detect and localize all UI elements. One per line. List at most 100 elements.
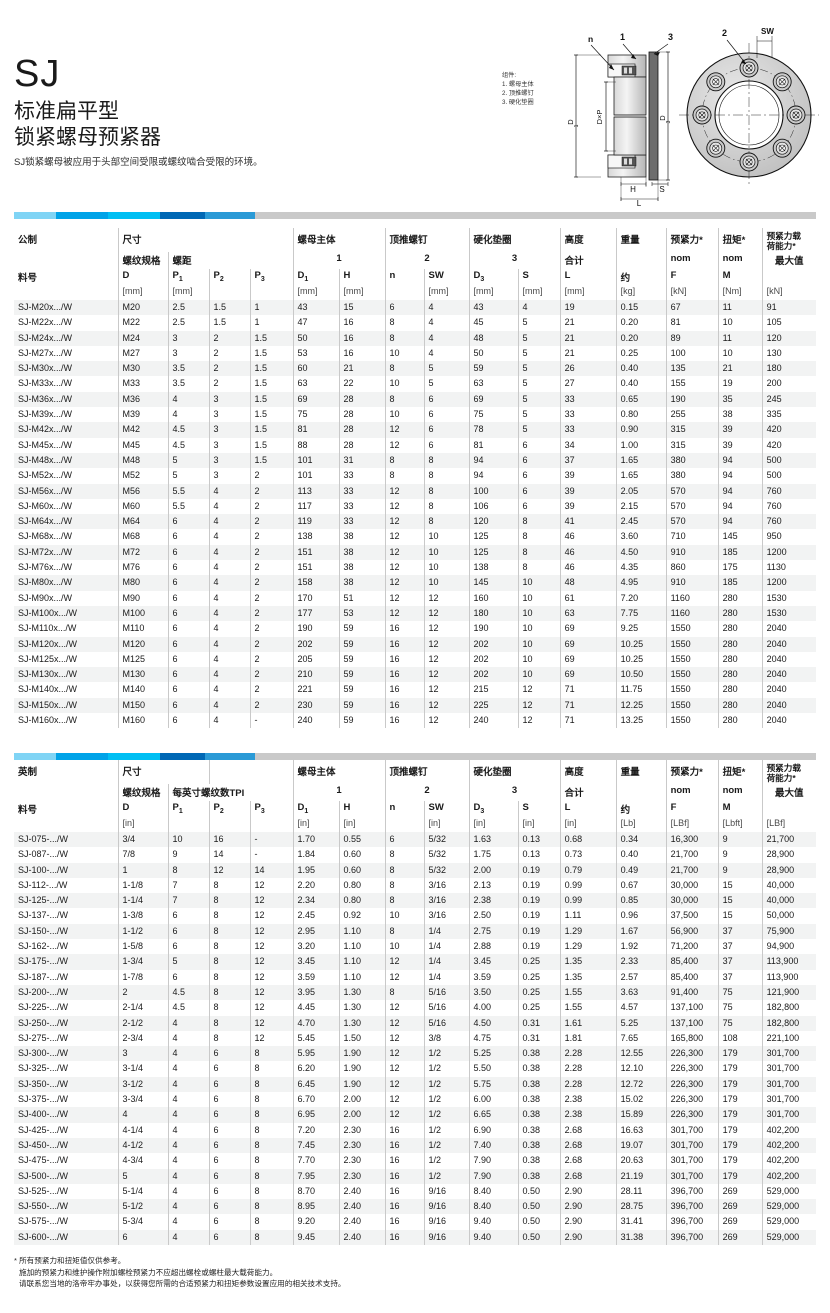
- unit-P1: [168, 817, 210, 832]
- table-row[interactable]: SJ-M22x.../W M22 2.5 1.5 1 47 16 8 4 45 5 21 0.20 81 1…: [14, 315, 817, 331]
- table-row[interactable]: SJ-M52x.../W M52 5 3 2 101 33 8 8 94 6 39 1.65 380 94 5…: [14, 468, 817, 484]
- table-row[interactable]: SJ-M150x.../W M150 6 4 2 230 59 16 12 225 12 71 12.2…: [14, 697, 817, 714]
- table-row[interactable]: SJ-075-.../W 3/4 10 16-1.70 0.55 6 5/32 1.63 0.1…: [14, 832, 817, 848]
- table-cell: 8: [424, 468, 470, 484]
- table-cell: 2.5: [168, 315, 210, 331]
- table-cell: 12: [385, 560, 425, 576]
- table-cell: SJ-125-.../W: [14, 893, 119, 909]
- table-cell: 6: [209, 1199, 251, 1215]
- table-row[interactable]: SJ-575-.../W 5-3/4 4 6 8 9.20 2.40 16 9/16 9.40 0.…: [14, 1214, 817, 1230]
- table-row[interactable]: SJ-M30x.../W M30 3.5 2 1.5 60 21 8 5 59 5 26 0.40 135…: [14, 361, 817, 377]
- table-row[interactable]: SJ-400-.../W 4 4 6 8 6.95 2.00 12 1/2 6.65 0.38 2.3…: [14, 1107, 817, 1123]
- table-row[interactable]: SJ-162-.../W 1-5/8 6 8 12 3.20 1.10 10 1/4 2.88 0.…: [14, 939, 817, 955]
- table-cell: 6: [168, 605, 210, 622]
- table-cell: 269: [718, 1214, 763, 1230]
- table-row[interactable]: SJ-275-.../W 2-3/4 4 8 12 5.45 1.50 12 3/8 4.75 0.…: [14, 1030, 817, 1047]
- table-row[interactable]: SJ-M64x.../W M64 6 4 2 119 33 12 8 120 8 41 2.45 570 9…: [14, 514, 817, 530]
- table-row[interactable]: SJ-112-.../W 1-1/8 7 8 12 2.20 0.80 8 3/16 2.13 0.…: [14, 877, 817, 894]
- table-row[interactable]: SJ-M90x.../W M90 6 4 2 170 51 12 12 160 10 61 7.20 11…: [14, 590, 817, 606]
- sub-washer-num: 3: [469, 784, 561, 801]
- header-row-sub: 螺纹规格 螺距 1 2 3 合计 nom nom 最大值: [14, 252, 817, 269]
- table-row[interactable]: SJ-125-.../W 1-1/4 7 8 12 2.34 0.80 8 3/16 2.38 0.…: [14, 893, 817, 909]
- table-row[interactable]: SJ-250-.../W 2-1/2 4 8 12 4.70 1.30 12 5/16 4.50 0…: [14, 1015, 817, 1031]
- table-row[interactable]: SJ-M76x.../W M76 6 4 2 151 38 12 10 138 8 46 4.35 860…: [14, 560, 817, 576]
- table-cell: 81: [293, 422, 340, 438]
- table-row[interactable]: SJ-100-.../W 1 8 12 14 1.95 0.60 8 5/32 2.00 0.19 0…: [14, 862, 817, 878]
- unit-F: [LBf]: [666, 817, 719, 832]
- table-row[interactable]: SJ-425-.../W 4-1/4 4 6 8 7.20 2.30 16 1/2 6.90 0.3…: [14, 1122, 817, 1138]
- table-cell: 4: [168, 391, 210, 408]
- table-cell: 94: [469, 468, 519, 484]
- table-cell: 117: [293, 498, 340, 515]
- table-row[interactable]: SJ-187-.../W 1-7/8 6 8 12 3.59 1.10 12 1/4 3.59 0.…: [14, 969, 817, 985]
- table-row[interactable]: SJ-600-.../W 6 4 6 8 9.45 2.40 16 9/16 9.40 0.50 2.…: [14, 1229, 817, 1246]
- table-row[interactable]: SJ-300-.../W 3 4 6 8 5.95 1.90 12 1/2 5.25 0.38 2.2…: [14, 1046, 817, 1062]
- table-row[interactable]: SJ-200-.../W 2 4.5 8 12 3.95 1.30 8 5/16 3.50 0.25…: [14, 984, 817, 1001]
- table-row[interactable]: SJ-M24x.../W M24 3 2 1.5 50 16 8 4 48 5 21 0.20 89 11 1…: [14, 330, 817, 346]
- table-row[interactable]: SJ-M42x.../W M42 4.5 3 1.5 81 28 12 6 78 5 33 0.90 31…: [14, 422, 817, 438]
- table-row[interactable]: SJ-M72x.../W M72 6 4 2 151 38 12 10 125 8 46 4.50 910…: [14, 544, 817, 561]
- table-row[interactable]: SJ-M48x.../W M48 5 3 1.5 101 31 8 8 94 6 37 1.65 380 9…: [14, 452, 817, 469]
- table-cell: 2.30: [339, 1168, 386, 1184]
- table-row[interactable]: SJ-M68x.../W M68 6 4 2 138 38 12 10 125 8 46 3.60 710…: [14, 529, 817, 545]
- table-row[interactable]: SJ-M60x.../W M60 5.5 4 2 117 33 12 8 106 6 39 2.15 57…: [14, 498, 817, 515]
- table-row[interactable]: SJ-525-.../W 5-1/4 4 6 8 8.70 2.40 16 9/16 8.40 0.…: [14, 1183, 817, 1200]
- table-row[interactable]: SJ-M36x.../W M36 4 3 1.5 69 28 8 6 69 5 33 0.65 190 35…: [14, 391, 817, 408]
- table-row[interactable]: SJ-M39x.../W M39 4 3 1.5 75 28 10 6 75 5 33 0.80 255 3…: [14, 407, 817, 423]
- color-bar-segment: [56, 753, 108, 760]
- table-cell: 91,400: [666, 984, 719, 1001]
- table-row[interactable]: SJ-550-.../W 5-1/2 4 6 8 8.95 2.40 16 9/16 8.40 0.…: [14, 1199, 817, 1215]
- table-row[interactable]: SJ-M100x.../W M100 6 4 2 177 53 12 12 180 10 63 7.75…: [14, 605, 817, 622]
- table-cell: 4.00: [469, 1000, 519, 1016]
- accent-color-bar-imperial: [14, 753, 816, 760]
- table-cell: 2.15: [616, 498, 667, 515]
- table-cell: 6: [518, 468, 561, 484]
- table-row[interactable]: SJ-350-.../W 3-1/2 4 6 8 6.45 1.90 12 1/2 5.75 0.3…: [14, 1076, 817, 1093]
- table-cell: 69: [560, 651, 617, 668]
- table-row[interactable]: SJ-325-.../W 3-1/4 4 6 8 6.20 1.90 12 1/2 5.50 0.3…: [14, 1061, 817, 1077]
- table-cell: 6.45: [293, 1076, 340, 1093]
- table-row[interactable]: SJ-450-.../W 4-1/2 4 6 8 7.45 2.30 16 1/2 7.40 0.3…: [14, 1137, 817, 1154]
- table-row[interactable]: SJ-M125x.../W M125 6 4 2 205 59 16 12 202 10 69 10.2…: [14, 651, 817, 668]
- table-row[interactable]: SJ-087-.../W 7/8 9 14-1.84 0.60 8 5/32 1.75 0.13…: [14, 847, 817, 863]
- table-row[interactable]: SJ-M130x.../W M130 6 4 2 210 59 16 12 202 10 69 10.5…: [14, 667, 817, 683]
- table-cell: SJ-M130x.../W: [14, 667, 119, 683]
- table-cell: SJ-075-.../W: [14, 832, 119, 848]
- table-row[interactable]: SJ-M120x.../W M120 6 4 2 202 59 16 12 202 10 69 10.2…: [14, 636, 817, 652]
- table-cell: 69: [469, 391, 519, 408]
- table-row[interactable]: SJ-M27x.../W M27 3 2 1.5 53 16 10 4 50 5 21 0.25 100 1…: [14, 345, 817, 362]
- table-row[interactable]: SJ-175-.../W 1-3/4 5 8 12 3.45 1.10 12 1/4 3.45 0.…: [14, 954, 817, 970]
- table-cell: 8.70: [293, 1183, 340, 1200]
- table-cell: SJ-325-.../W: [14, 1061, 119, 1077]
- svg-text:D: D: [566, 119, 575, 125]
- table-row[interactable]: SJ-137-.../W 1-3/8 6 8 12 2.45 0.92 10 3/16 2.50 0…: [14, 908, 817, 924]
- table-row[interactable]: SJ-M33x.../W M33 3.5 2 1.5 63 22 10 5 63 5 27 0.40 15…: [14, 376, 817, 392]
- table-cell: 2.38: [560, 1092, 617, 1108]
- sym-P3: P3: [250, 269, 294, 285]
- table-cell: 2: [118, 984, 169, 1001]
- table-row[interactable]: SJ-M56x.../W M56 5.5 4 2 113 33 12 8 100 6 39 2.05 57…: [14, 483, 817, 499]
- table-row[interactable]: SJ-150-.../W 1-1/2 6 8 12 2.95 1.10 8 1/4 2.75 0.1…: [14, 923, 817, 940]
- table-cell: 6: [518, 452, 561, 469]
- table-row[interactable]: SJ-M80x.../W M80 6 4 2 158 38 12 10 145 10 48 4.95 91…: [14, 575, 817, 591]
- table-cell: 5: [424, 376, 470, 392]
- unit-D3: [mm]: [469, 285, 519, 300]
- table-cell: 12: [385, 1107, 425, 1123]
- table-cell: 12: [385, 1000, 425, 1016]
- table-row[interactable]: SJ-475-.../W 4-3/4 4 6 8 7.70 2.30 16 1/2 7.90 0.3…: [14, 1153, 817, 1169]
- table-cell: 500: [766, 454, 782, 465]
- table-row[interactable]: SJ-225-.../W 2-1/4 4.5 8 12 4.45 1.30 12 5/16 4.0…: [14, 1000, 817, 1016]
- table-row[interactable]: SJ-375-.../W 3-3/4 4 6 8 6.70 2.00 12 1/2 6.00 0.3…: [14, 1092, 817, 1108]
- table-row[interactable]: SJ-M45x.../W M45 4.5 3 1.5 88 28 12 6 81 6 34 1.00 31…: [14, 437, 817, 453]
- table-row[interactable]: SJ-500-.../W 5 4 6 8 7.95 2.30 16 1/2 7.90 0.38 2.6…: [14, 1168, 817, 1184]
- table-row[interactable]: SJ-M160x.../W M160 6 4-240 59 16 12 240 12 71 13.2…: [14, 713, 817, 729]
- table-cell: 14: [209, 847, 251, 863]
- table-row[interactable]: SJ-M140x.../W M140 6 4 2 221 59 16 12 215 12 71 11.7…: [14, 682, 817, 698]
- table-cell: 10: [718, 345, 763, 362]
- table-cell: 21: [560, 345, 617, 362]
- table-cell: SJ-400-.../W: [14, 1107, 119, 1123]
- table-row[interactable]: SJ-M110x.../W M110 6 4 2 190 59 16 12 190 10 69 9.25…: [14, 621, 817, 637]
- table-cell: 301,700: [666, 1137, 719, 1154]
- table-cell: 59: [339, 636, 386, 652]
- table-row[interactable]: SJ-M20x.../W M20 2.5 1.5 1 43 15 6 4 43 4 19 0.15 67 1…: [14, 300, 817, 316]
